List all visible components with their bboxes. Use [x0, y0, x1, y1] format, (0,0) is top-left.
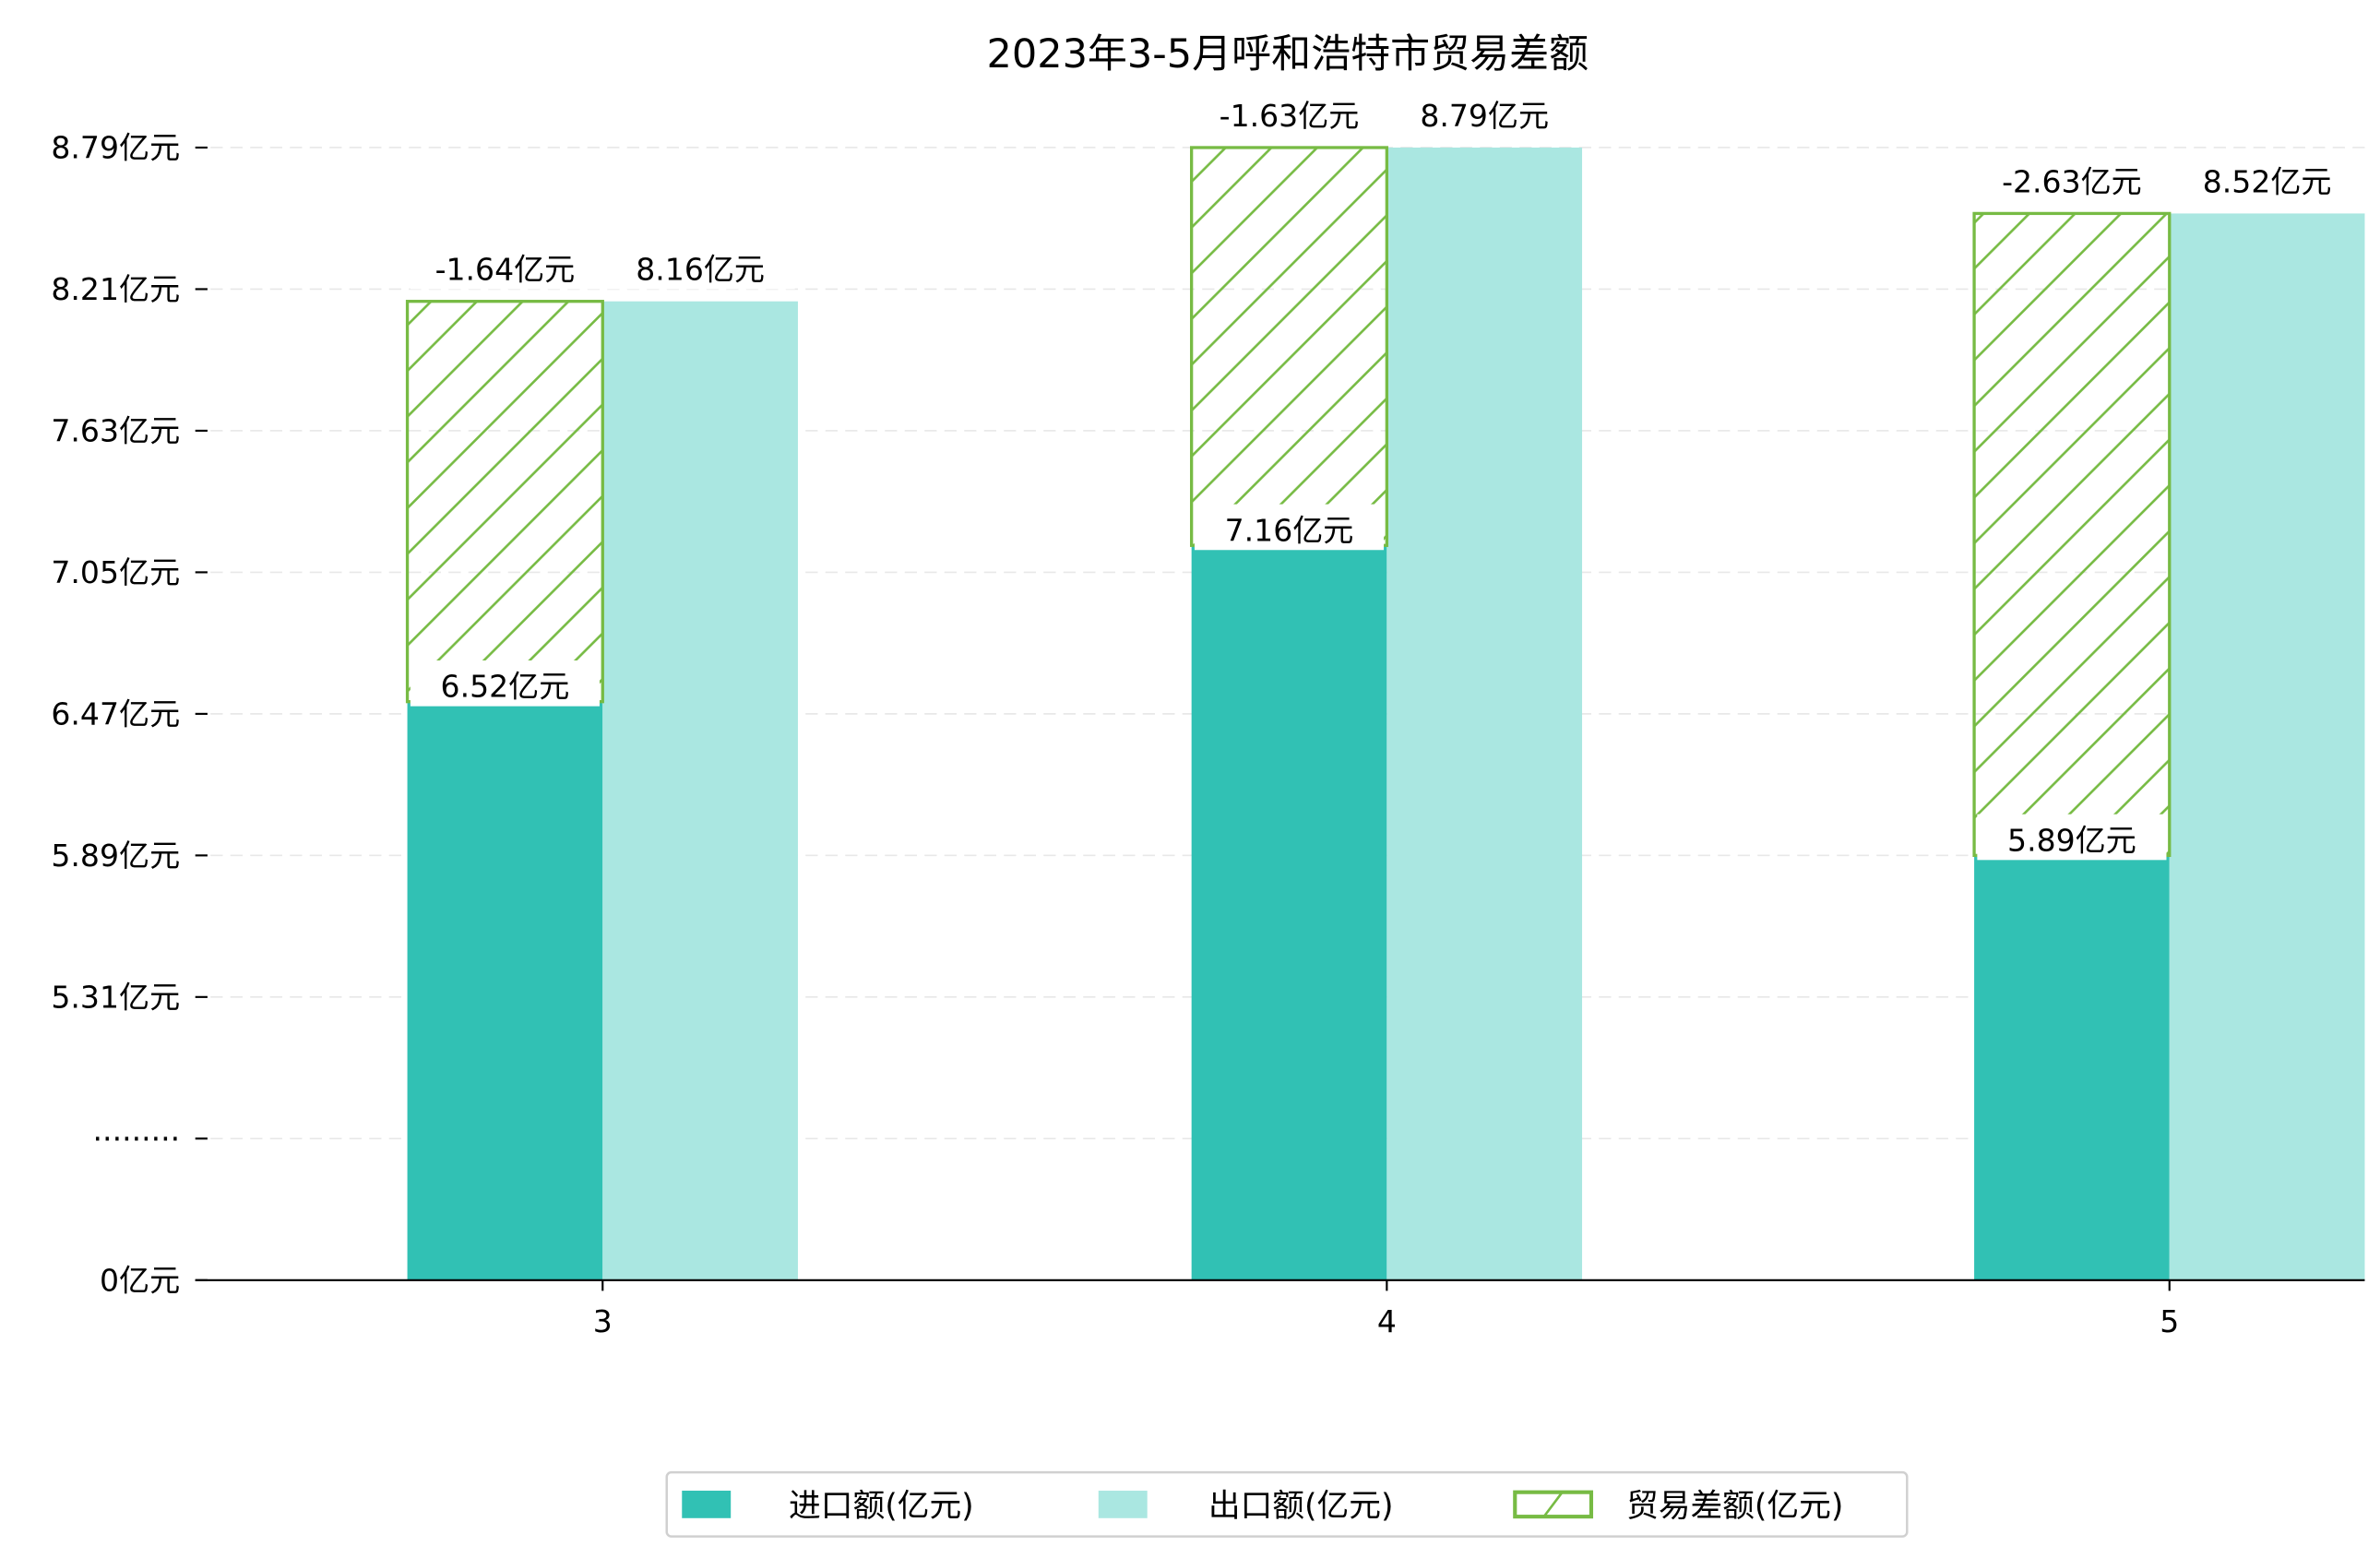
- y-tick-label: 0亿元: [100, 1262, 180, 1298]
- import-bar: [407, 701, 603, 1280]
- import-data-label: 5.89亿元: [2007, 822, 2136, 858]
- x-tick-label: 4: [1377, 1303, 1397, 1339]
- export-data-label: 8.16亿元: [636, 252, 765, 288]
- legend-label-import: 进口额(亿元): [789, 1488, 974, 1525]
- x-tick-label: 3: [593, 1303, 613, 1339]
- export-data-label-bg: [1389, 89, 1579, 136]
- export-data-label-bg: [2172, 155, 2362, 202]
- export-data-label: 8.79亿元: [1420, 98, 1549, 134]
- balance-data-label: -1.64亿元: [435, 252, 576, 288]
- balance-data-label-bg: [1194, 89, 1385, 136]
- y-tick-label: 5.89亿元: [51, 838, 180, 874]
- y-tick-label: 7.63亿元: [51, 413, 180, 449]
- y-tick-label: 6.47亿元: [51, 696, 180, 731]
- export-bar: [2169, 213, 2365, 1280]
- import-data-label-bg: [1194, 504, 1385, 551]
- chart-title: 2023年3-5月呼和浩特市贸易差额: [987, 31, 1589, 77]
- balance-data-label: -2.63亿元: [2002, 163, 2142, 199]
- export-bar: [1386, 147, 1583, 1280]
- balance-data-label-bg: [1977, 155, 2167, 202]
- export-bar: [602, 301, 798, 1280]
- balance-data-label: -1.63亿元: [1220, 98, 1360, 134]
- trade-balance-bar: [405, 300, 604, 704]
- legend-swatch-balance-hatch: [1542, 1491, 1564, 1517]
- import-bar: [1974, 855, 2170, 1280]
- y-tick-label: 5.31亿元: [51, 979, 180, 1015]
- import-data-label: 6.52亿元: [441, 669, 570, 705]
- legend-frame: [665, 1470, 1909, 1538]
- legend-swatch-export: [1098, 1491, 1148, 1518]
- import-bar: [1191, 545, 1387, 1280]
- import-data-label-bg: [1977, 814, 2167, 861]
- legend-label-export: 出口额(亿元): [1208, 1488, 1394, 1525]
- x-tick-label: 5: [2160, 1303, 2179, 1339]
- y-tick-label: 8.79亿元: [51, 130, 180, 166]
- import-data-label-bg: [410, 660, 600, 707]
- legend: 进口额(亿元) 出口额(亿元) 贸易差额(亿元): [665, 1470, 1909, 1538]
- trade-balance-bar: [1972, 211, 2172, 858]
- export-data-label-bg: [605, 243, 795, 290]
- import-data-label: 7.16亿元: [1225, 512, 1354, 548]
- balance-data-label-bg: [410, 243, 600, 290]
- y-tick-label: 7.05亿元: [51, 554, 180, 590]
- y-tick-label: ·········: [93, 1121, 181, 1157]
- trade-balance-bar: [1190, 146, 1388, 547]
- y-tick-label: 8.21亿元: [51, 271, 180, 307]
- legend-label-balance: 贸易差额(亿元): [1626, 1488, 1843, 1525]
- legend-swatch-import: [682, 1491, 732, 1518]
- export-data-label: 8.52亿元: [2203, 163, 2332, 199]
